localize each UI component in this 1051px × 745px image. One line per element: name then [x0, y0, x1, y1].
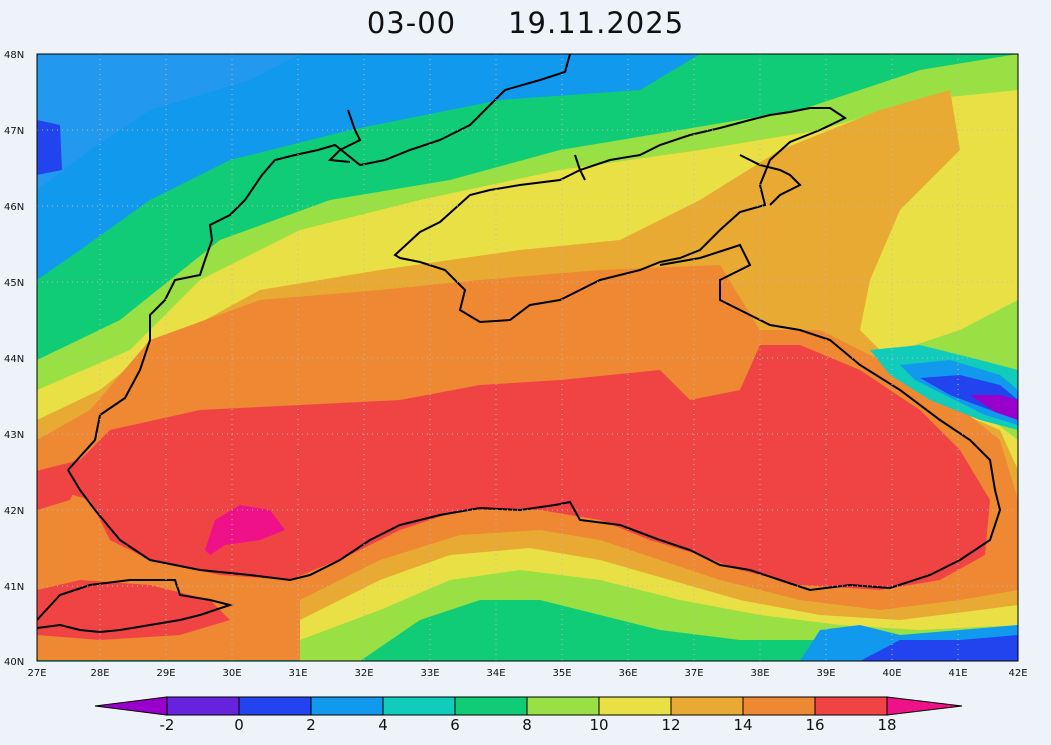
forecast-date: 19.11.2025 [508, 6, 685, 40]
lat-label: 40N [4, 657, 24, 668]
lon-label: 29E [156, 668, 175, 679]
colorbar-swatch [598, 696, 672, 716]
lat-label: 47N [4, 126, 24, 137]
lon-label: 30E [222, 668, 241, 679]
longitude-labels: 27E 28E 29E 30E 31E 32E 33E 34E 35E 36E … [27, 668, 1027, 679]
colorbar-swatch [382, 696, 456, 716]
colorbar-swatch [526, 696, 600, 716]
graticule [37, 54, 1018, 661]
lat-label: 44N [4, 354, 24, 365]
lon-label: 39E [816, 668, 835, 679]
colorbar-label: 14 [733, 716, 752, 734]
colorbar-label: 6 [450, 716, 460, 734]
lon-label: 36E [618, 668, 637, 679]
colorbar-swatch [454, 696, 528, 716]
lon-label: 31E [288, 668, 307, 679]
lat-label: 45N [4, 278, 24, 289]
forecast-time: 03-00 [366, 6, 457, 40]
lat-label: 42N [4, 506, 24, 517]
colorbar-swatch [814, 696, 888, 716]
colorbar-swatch [742, 696, 816, 716]
colorbar: -2 0 2 4 6 8 10 12 14 16 18 [94, 696, 963, 734]
colorbar-label: 10 [589, 716, 608, 734]
colorbar-label: 12 [661, 716, 680, 734]
map-frame [36, 53, 1019, 662]
colorbar-label: 16 [805, 716, 824, 734]
lon-label: 40E [882, 668, 901, 679]
lat-label: 41N [4, 582, 24, 593]
colorbar-label: 18 [877, 716, 896, 734]
lon-label: 41E [948, 668, 967, 679]
latitude-labels: 40N 41N 42N 43N 44N 45N 46N 47N 48N [4, 50, 24, 668]
colorbar-label: -2 [160, 716, 175, 734]
map-title: 03-00 19.11.2025 [0, 6, 1051, 40]
colorbar-label: 0 [234, 716, 244, 734]
lat-label: 48N [4, 50, 24, 61]
colorbar-label: 2 [306, 716, 316, 734]
colorbar-label: 4 [378, 716, 388, 734]
colorbar-min-arrow [94, 696, 168, 716]
colorbar-label: 8 [522, 716, 532, 734]
lon-label: 37E [684, 668, 703, 679]
lon-label: 35E [552, 668, 571, 679]
lat-label: 46N [4, 202, 24, 213]
lon-label: 42E [1008, 668, 1027, 679]
lat-label: 43N [4, 430, 24, 441]
colorbar-swatch [238, 696, 312, 716]
lon-label: 27E [27, 668, 46, 679]
lon-label: 32E [354, 668, 373, 679]
lon-label: 34E [486, 668, 505, 679]
colorbar-swatch [310, 696, 384, 716]
lon-label: 33E [420, 668, 439, 679]
lon-label: 38E [750, 668, 769, 679]
colorbar-swatch [166, 696, 240, 716]
lon-label: 28E [90, 668, 109, 679]
colorbar-max-arrow [886, 696, 963, 716]
colorbar-swatch [670, 696, 744, 716]
